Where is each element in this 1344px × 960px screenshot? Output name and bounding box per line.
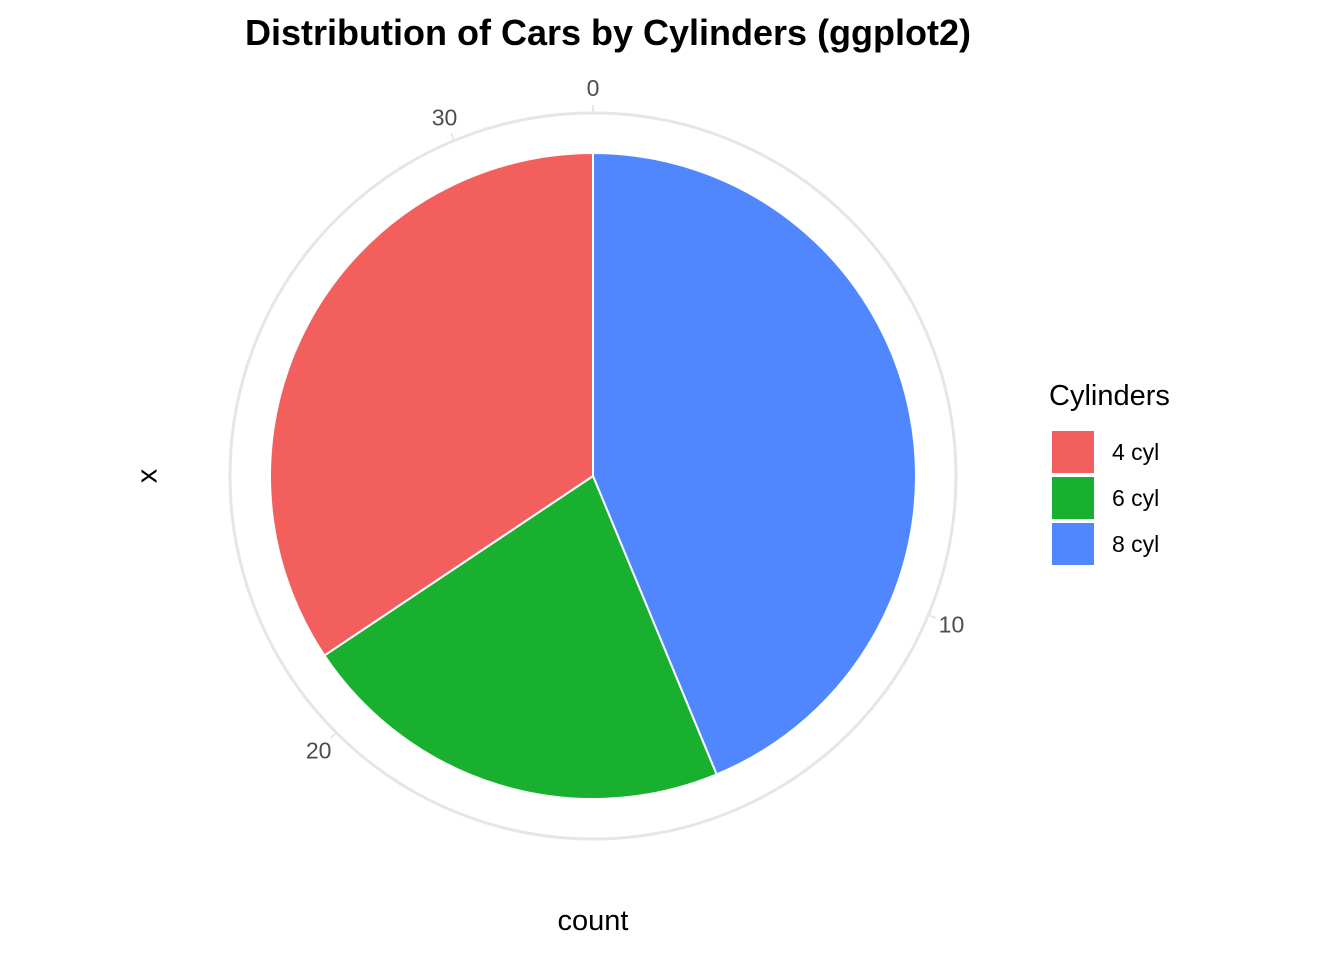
legend-item-8cyl: 8 cyl xyxy=(1049,521,1170,567)
y-axis-label: x xyxy=(131,468,164,484)
legend-label: 6 cyl xyxy=(1112,484,1160,511)
pie-slice-8cyl xyxy=(592,151,917,776)
angular-tick-mark xyxy=(450,132,456,142)
legend-item-4cyl: 4 cyl xyxy=(1049,429,1170,475)
legend-item-6cyl: 6 cyl xyxy=(1049,475,1170,521)
legend-label: 8 cyl xyxy=(1112,530,1160,557)
angular-tick-mark xyxy=(329,731,338,740)
angular-tick-label: 20 xyxy=(306,737,332,763)
legend-swatch xyxy=(1052,431,1094,473)
pie-slice-4cyl xyxy=(269,151,594,657)
legend-swatch xyxy=(1052,523,1094,565)
legend-label: 4 cyl xyxy=(1112,438,1160,465)
pie-slices xyxy=(269,151,917,800)
angular-tick-label: 10 xyxy=(939,611,965,637)
pie-slice-6cyl xyxy=(323,474,718,800)
angular-tick-label: 0 xyxy=(587,75,600,101)
chart-title: Distribution of Cars by Cylinders (ggplo… xyxy=(244,12,972,53)
angular-tick-mark xyxy=(927,613,937,619)
legend-swatch xyxy=(1052,477,1094,519)
x-axis-label: count xyxy=(557,905,629,937)
angular-ticks: 0 10 20 30 xyxy=(306,75,964,763)
legend-title: Cylinders xyxy=(1049,380,1170,412)
angular-tick-label: 30 xyxy=(432,105,458,131)
legend: Cylinders 4 cyl 6 cyl 8 cyl xyxy=(1049,380,1170,567)
